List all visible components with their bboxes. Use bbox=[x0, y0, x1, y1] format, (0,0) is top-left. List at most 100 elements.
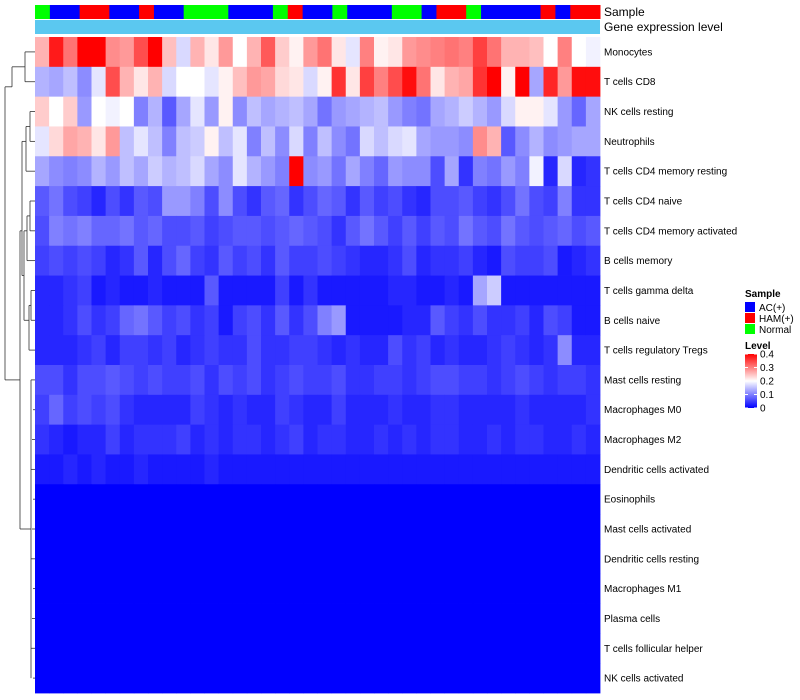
heatmap-cell bbox=[133, 365, 149, 396]
heatmap-cell bbox=[444, 186, 460, 217]
sample-legend-swatch bbox=[745, 302, 755, 312]
heatmap-cell bbox=[317, 335, 333, 366]
heatmap-cell bbox=[204, 394, 220, 426]
heatmap-cell bbox=[557, 37, 573, 68]
heatmap-cell bbox=[472, 663, 488, 694]
heatmap-cell bbox=[331, 126, 347, 157]
heatmap-cell bbox=[261, 424, 276, 455]
heatmap-cell bbox=[501, 215, 516, 247]
heatmap-cell bbox=[246, 394, 262, 426]
heatmap-cell bbox=[571, 275, 587, 306]
heatmap-cell bbox=[557, 543, 573, 575]
heatmap-cell bbox=[543, 424, 559, 455]
heatmap-cell bbox=[162, 514, 177, 545]
heatmap-cell bbox=[77, 365, 92, 396]
heatmap-cell bbox=[275, 543, 290, 575]
heatmap-cell bbox=[49, 245, 64, 276]
heatmap-cell bbox=[585, 275, 601, 306]
heatmap-cell bbox=[133, 275, 149, 306]
heatmap-cell bbox=[374, 454, 389, 485]
heatmap-cell bbox=[77, 633, 92, 664]
heatmap-cell bbox=[374, 275, 389, 306]
level-legend-ticks: 0.4 0.3 0.2 0.1 0 bbox=[745, 350, 774, 415]
heatmap-cell bbox=[359, 543, 375, 575]
heatmap-cell bbox=[148, 186, 163, 217]
row-label: T cells CD8 bbox=[604, 77, 656, 88]
heatmap-cell bbox=[91, 245, 107, 276]
heatmap-cell bbox=[458, 633, 474, 664]
heatmap-cell bbox=[289, 424, 304, 455]
heatmap-cell bbox=[261, 66, 276, 98]
heatmap-cell bbox=[133, 633, 149, 664]
heatmap-cell bbox=[133, 156, 149, 187]
heatmap-cell bbox=[261, 275, 276, 306]
heatmap-cell bbox=[359, 335, 375, 366]
heatmap-cell bbox=[331, 66, 347, 98]
heatmap-cell bbox=[232, 156, 248, 187]
heatmap-cell bbox=[204, 484, 220, 515]
heatmap-cell bbox=[35, 663, 50, 694]
heatmap-cell bbox=[543, 66, 559, 98]
heatmap-cell bbox=[529, 305, 544, 336]
heatmap-cell bbox=[232, 245, 248, 276]
heatmap-cell bbox=[345, 275, 361, 306]
heatmap-cell bbox=[487, 365, 502, 396]
heatmap-cell bbox=[487, 573, 502, 604]
heatmap-cell bbox=[345, 454, 361, 485]
heatmap-cell bbox=[289, 484, 304, 515]
heatmap-cell bbox=[105, 126, 121, 157]
heatmap-cell bbox=[585, 335, 601, 366]
heatmap-cell bbox=[232, 37, 248, 68]
heatmap-cell bbox=[571, 484, 587, 515]
heatmap-cell bbox=[529, 156, 544, 187]
heatmap-cell bbox=[388, 663, 403, 694]
heatmap-cell bbox=[501, 633, 516, 664]
heatmap-cell bbox=[402, 603, 417, 634]
heatmap-cell bbox=[148, 424, 163, 455]
heatmap-cell bbox=[331, 335, 347, 366]
heatmap-cell bbox=[585, 365, 601, 396]
heatmap-cell bbox=[204, 156, 220, 187]
heatmap-cell bbox=[218, 335, 234, 366]
heatmap-cell bbox=[487, 633, 502, 664]
heatmap-cell bbox=[261, 454, 276, 485]
sample-annotation-cell bbox=[79, 5, 95, 19]
heatmap-cell bbox=[458, 186, 474, 217]
heatmap-cell bbox=[374, 424, 389, 455]
heatmap-cell bbox=[317, 215, 333, 247]
heatmap-cell bbox=[416, 603, 431, 634]
heatmap-cell bbox=[501, 454, 516, 485]
heatmap-cell bbox=[345, 633, 361, 664]
heatmap-cell bbox=[515, 37, 530, 68]
heatmap-cell bbox=[557, 514, 573, 545]
sample-annotation-cell bbox=[317, 5, 333, 19]
heatmap-cell bbox=[289, 156, 304, 187]
heatmap-cell bbox=[303, 186, 318, 217]
heatmap-cell bbox=[359, 245, 375, 276]
heatmap-cell bbox=[303, 126, 318, 157]
heatmap-cell bbox=[331, 424, 347, 455]
heatmap-cell bbox=[275, 514, 290, 545]
heatmap-cell bbox=[218, 126, 234, 157]
heatmap-cell bbox=[303, 215, 318, 247]
row-label: B cells naive bbox=[604, 316, 661, 327]
heatmap-cell bbox=[345, 424, 361, 455]
heatmap-cell bbox=[317, 543, 333, 575]
heatmap-cell bbox=[331, 543, 347, 575]
heatmap-cell bbox=[557, 633, 573, 664]
heatmap-cell bbox=[487, 96, 502, 127]
heatmap-cell bbox=[571, 335, 587, 366]
heatmap-cell bbox=[345, 335, 361, 366]
heatmap-cell bbox=[571, 245, 587, 276]
heatmap-cell bbox=[119, 215, 135, 247]
heatmap-cell bbox=[49, 633, 64, 664]
heatmap-cell bbox=[345, 156, 361, 187]
heatmap-cell bbox=[218, 543, 234, 575]
heatmap-cell bbox=[557, 663, 573, 694]
heatmap-cell bbox=[261, 126, 276, 157]
heatmap-cell bbox=[148, 484, 163, 515]
heatmap-cell bbox=[232, 335, 248, 366]
heatmap-cell bbox=[63, 365, 78, 396]
heatmap-cell bbox=[35, 394, 50, 426]
heatmap-cell bbox=[218, 394, 234, 426]
